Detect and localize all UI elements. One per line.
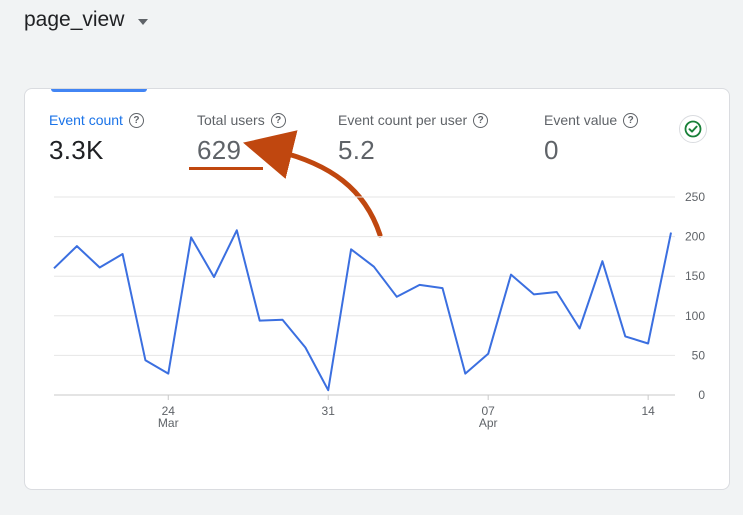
metric-total-users[interactable]: Total users ? 629 <box>197 111 286 166</box>
active-tab-indicator <box>51 89 147 92</box>
metrics-card: Event count ? 3.3K Total users ? 629 Eve… <box>24 88 730 490</box>
metric-label: Event count <box>49 112 123 128</box>
metric-label: Event count per user <box>338 112 468 128</box>
caret-down-icon[interactable] <box>138 18 149 25</box>
x-tick-month-label: Mar <box>158 416 179 430</box>
y-tick-label: 200 <box>685 230 705 244</box>
annotation-underline <box>189 167 263 170</box>
metric-event-value[interactable]: Event value ? 0 <box>544 111 639 166</box>
y-tick-label: 250 <box>685 190 705 204</box>
event-name: page_view <box>24 8 125 31</box>
x-tick-month-label: Apr <box>479 416 498 430</box>
help-circle-icon[interactable]: ? <box>473 112 489 128</box>
x-tick-label: 14 <box>641 404 655 418</box>
x-tick-label: 31 <box>322 404 336 418</box>
help-circle-icon[interactable]: ? <box>270 112 286 128</box>
metric-value: 629 <box>197 135 242 165</box>
metric-event-count[interactable]: Event count ? 3.3K <box>49 111 144 166</box>
x-tick-label: 24 <box>162 404 176 418</box>
y-tick-label: 150 <box>685 269 705 283</box>
metric-label: Total users <box>197 112 265 128</box>
check-circle-icon[interactable] <box>679 115 707 143</box>
metric-value: 0 <box>544 135 559 165</box>
series-line <box>53 229 672 392</box>
x-tick-label: 07 <box>482 404 496 418</box>
metric-value: 3.3K <box>49 135 104 165</box>
y-tick-label: 50 <box>692 348 706 362</box>
help-circle-icon[interactable]: ? <box>623 112 639 128</box>
help-circle-icon[interactable]: ? <box>128 112 144 128</box>
y-tick-label: 100 <box>685 309 705 323</box>
event-selector[interactable]: page_view <box>24 8 149 32</box>
metric-label: Event value <box>544 112 618 128</box>
y-tick-label: 0 <box>698 388 705 402</box>
